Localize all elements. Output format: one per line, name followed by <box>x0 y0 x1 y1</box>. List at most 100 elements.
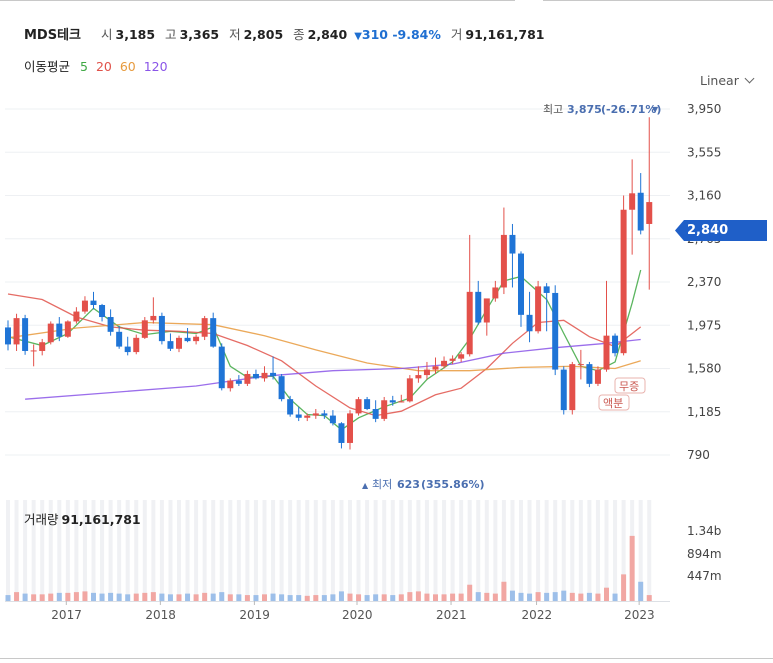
volume-tick-label: 894m <box>687 547 722 561</box>
y-tick-label: 3,950 <box>687 102 721 116</box>
candle-body <box>586 364 593 384</box>
volume-bar <box>398 594 404 601</box>
x-tick-label: 2019 <box>239 608 270 622</box>
volume-bar <box>91 592 96 601</box>
y-tick-label: 1,185 <box>687 405 721 419</box>
volume-bar <box>415 591 421 601</box>
candle-body <box>124 346 131 353</box>
ma-60-line <box>7 321 641 372</box>
min-value: 623 <box>397 478 420 491</box>
x-tick-label: 2022 <box>522 608 553 622</box>
candle-body <box>210 318 217 347</box>
volume-bar <box>287 595 293 601</box>
candle-body <box>167 341 174 349</box>
candle-body <box>646 202 653 224</box>
min-marker-icon: ▲ <box>362 481 369 490</box>
ma-120-label[interactable]: 120 <box>143 59 168 74</box>
scale-dropdown[interactable]: Linear <box>700 73 755 88</box>
candle-body <box>22 318 29 351</box>
volume-bar <box>527 593 533 601</box>
min-percent: (355.86%) <box>421 478 485 491</box>
scale-label: Linear <box>700 73 739 88</box>
down-triangle-icon: ▼ <box>354 31 362 42</box>
y-tick-label: 2,370 <box>687 275 721 289</box>
volume-bar <box>253 595 259 601</box>
candle-body <box>389 400 396 403</box>
volume-bar <box>227 594 233 601</box>
candle-body <box>270 372 277 377</box>
volume-bar <box>407 592 413 601</box>
volume-bar <box>475 592 481 601</box>
volume-bar <box>279 594 285 601</box>
change-amount: 310 <box>361 27 388 42</box>
volume-bar <box>48 593 54 601</box>
volume-tick-label: 1.34b <box>687 524 721 538</box>
candle-body <box>227 380 234 389</box>
candle-body <box>441 360 448 367</box>
volume-bar <box>544 592 550 601</box>
ma-20-label[interactable]: 20 <box>95 59 112 74</box>
volume-bar <box>612 593 618 601</box>
candle-body <box>372 409 379 419</box>
candle-body <box>423 369 430 376</box>
candle-body <box>73 311 80 322</box>
volume-bar <box>14 592 20 601</box>
candle-body <box>338 423 345 443</box>
max-value: 3,875 <box>567 103 602 116</box>
volume-panel-label: 거래량 <box>24 512 59 527</box>
candle-body <box>381 400 388 419</box>
top-border <box>0 0 773 1</box>
candle-body <box>364 399 371 410</box>
candle-body <box>235 380 242 384</box>
candle-body <box>415 375 422 379</box>
volume-bar <box>5 595 11 601</box>
candle-body <box>355 399 362 414</box>
x-axis-ticks: 2017 2018 2019 2020 2021 2022 2023 <box>51 601 655 622</box>
max-percent: (-26.71%) <box>601 103 661 116</box>
volume-bar <box>381 594 387 601</box>
y-tick-label: 1,580 <box>687 362 721 376</box>
y-axis-ticks: 3,9503,5553,1602,7652,3701,9751,5801,185… <box>687 102 721 462</box>
volume-bar <box>313 595 319 601</box>
candle-body <box>295 414 302 418</box>
candle-body <box>560 369 567 411</box>
volume-bar <box>262 594 267 601</box>
change-value: ▼310 -9.84% <box>354 27 441 42</box>
x-tick-label: 2018 <box>145 608 176 622</box>
candle-body <box>500 234 507 288</box>
candle-body <box>406 378 413 402</box>
candle-body <box>176 337 182 349</box>
candle-body <box>492 287 499 299</box>
candle-body <box>218 346 225 389</box>
candle-body <box>5 327 11 345</box>
stock-name: MDS테크 <box>24 28 82 43</box>
ma-60-label[interactable]: 60 <box>119 59 136 74</box>
max-marker-icon: ▼ <box>652 105 659 114</box>
candle-body <box>56 323 63 337</box>
volume-bar <box>629 535 635 601</box>
candle-body <box>39 342 46 351</box>
candle-body <box>141 320 148 338</box>
x-tick-label: 2020 <box>342 608 373 622</box>
change-percent: -9.84% <box>392 27 441 42</box>
candle-body <box>509 234 516 254</box>
ma-120-line <box>25 338 641 400</box>
volume-bar <box>99 593 105 601</box>
ma-5-label[interactable]: 5 <box>80 59 88 74</box>
volume-bar <box>202 592 208 601</box>
volume-bar <box>347 593 353 601</box>
volume-bar <box>167 594 173 601</box>
candle-body <box>458 354 465 359</box>
event-badge-1 <box>614 377 646 394</box>
volume-bar <box>433 594 438 601</box>
y-tick-label: 790 <box>687 448 710 462</box>
candle-body <box>133 337 140 353</box>
candle-body <box>193 336 200 342</box>
low-label: 저 <box>229 27 241 42</box>
candle-body <box>64 321 71 337</box>
event-badge-2 <box>598 394 630 411</box>
candle-body <box>347 413 353 443</box>
x-tick-label: 2021 <box>436 608 467 622</box>
